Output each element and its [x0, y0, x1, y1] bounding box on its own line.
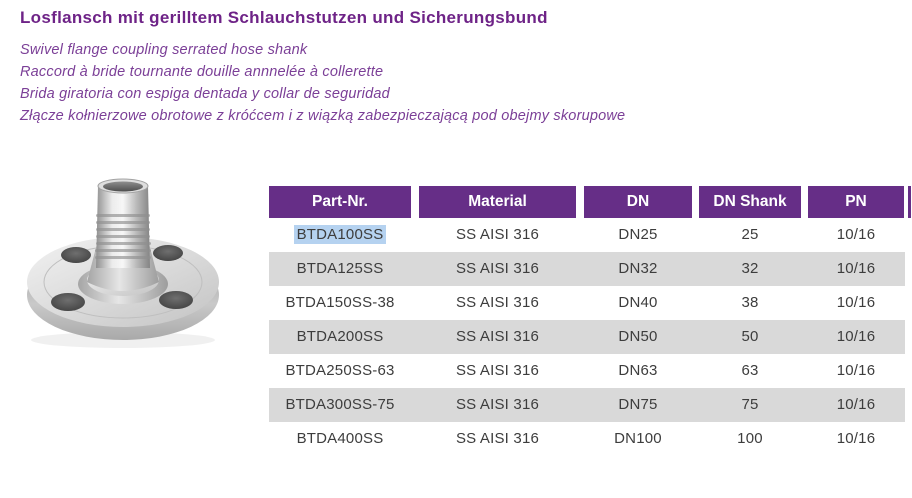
cell-part-nr: BTDA125SS	[269, 252, 411, 286]
table-row: BTDA200SS SS AISI 316 DN50 50 10/16	[269, 320, 912, 354]
cell-pn: 10/16	[836, 362, 876, 379]
cell-pn: 10/16	[836, 328, 876, 345]
table-row: BTDA125SS SS AISI 316 DN32 32 10/16	[269, 252, 912, 286]
cell-dn-shank: 75	[741, 396, 759, 413]
page-title: Losflansch mit gerilltem Schlauchstutzen…	[20, 8, 548, 27]
part-number[interactable]: BTDA150SS-38	[285, 294, 395, 311]
heading-block: Losflansch mit gerilltem Schlauchstutzen…	[20, 8, 625, 127]
cell-material: SS AISI 316	[455, 396, 540, 413]
table-row: BTDA100SS SS AISI 316 DN25 25 10/16	[269, 218, 912, 252]
table-row: BTDA150SS-38 SS AISI 316 DN40 38 10/16	[269, 286, 912, 320]
cell-dn-shank: 63	[741, 362, 759, 379]
cell-pn: 10/16	[836, 430, 876, 447]
cell-pn: 10/16	[836, 294, 876, 311]
product-photo-flange	[27, 178, 219, 348]
part-number[interactable]: BTDA125SS	[296, 260, 384, 277]
cell-dn: DN100	[614, 430, 662, 447]
cell-dn: DN25	[618, 226, 658, 243]
table-header-row: Part-Nr. Material DN DN Shank PN	[269, 186, 912, 218]
cell-dn: DN75	[618, 396, 658, 413]
cell-part-nr: BTDA250SS-63	[269, 354, 411, 388]
table-body: BTDA100SS SS AISI 316 DN25 25 10/16 BTDA…	[269, 218, 912, 456]
cell-dn: DN50	[618, 328, 658, 345]
cell-pn: 10/16	[836, 260, 876, 277]
part-number[interactable]: BTDA200SS	[296, 328, 384, 345]
table-row: BTDA400SS SS AISI 316 DN100 100 10/16	[269, 422, 912, 456]
part-number[interactable]: BTDA100SS	[293, 225, 387, 244]
subtitle-pl: Złącze kołnierzowe obrotowe z króćcem i …	[20, 108, 626, 124]
cell-dn-shank: 38	[741, 294, 759, 311]
column-header-material: Material	[419, 186, 576, 218]
cell-dn: DN40	[618, 294, 658, 311]
cell-pn: 10/16	[836, 226, 876, 243]
column-header-dn: DN	[584, 186, 692, 218]
cell-material: SS AISI 316	[455, 430, 540, 447]
subtitle-en: Swivel flange coupling serrated hose sha…	[20, 42, 308, 58]
spec-table: Part-Nr. Material DN DN Shank PN BTDA100…	[269, 186, 912, 456]
cell-material: SS AISI 316	[455, 362, 540, 379]
cell-material: SS AISI 316	[455, 226, 540, 243]
cell-part-nr: BTDA200SS	[269, 320, 411, 354]
cell-dn-shank: 50	[741, 328, 759, 345]
cell-dn: DN32	[618, 260, 658, 277]
subtitle-es: Brida giratoria con espiga dentada y col…	[20, 86, 390, 102]
part-number[interactable]: BTDA300SS-75	[285, 396, 395, 413]
table-row: BTDA300SS-75 SS AISI 316 DN75 75 10/16	[269, 388, 912, 422]
cell-part-nr: BTDA300SS-75	[269, 388, 411, 422]
column-header-dn-shank: DN Shank	[699, 186, 801, 218]
cell-material: SS AISI 316	[455, 260, 540, 277]
cell-dn: DN63	[618, 362, 658, 379]
cell-dn-shank: 25	[741, 226, 759, 243]
cell-part-nr: BTDA100SS	[269, 218, 411, 252]
table-row: BTDA250SS-63 SS AISI 316 DN63 63 10/16	[269, 354, 912, 388]
column-header-part-nr: Part-Nr.	[269, 186, 411, 218]
part-number[interactable]: BTDA250SS-63	[285, 362, 395, 379]
cell-pn: 10/16	[836, 396, 876, 413]
cell-part-nr: BTDA400SS	[269, 422, 411, 456]
cell-dn-shank: 32	[741, 260, 759, 277]
cell-material: SS AISI 316	[455, 328, 540, 345]
part-number[interactable]: BTDA400SS	[296, 430, 384, 447]
subtitle-fr: Raccord à bride tournante douille annnel…	[20, 64, 384, 80]
cell-material: SS AISI 316	[455, 294, 540, 311]
cell-dn-shank: 100	[737, 430, 763, 447]
next-column-sliver	[908, 186, 912, 218]
cell-part-nr: BTDA150SS-38	[269, 286, 411, 320]
column-header-pn: PN	[808, 186, 904, 218]
